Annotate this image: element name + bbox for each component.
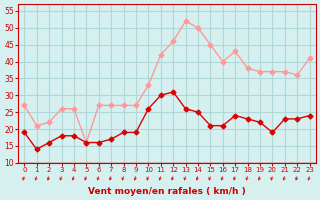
X-axis label: Vent moyen/en rafales ( km/h ): Vent moyen/en rafales ( km/h ) [88,187,246,196]
